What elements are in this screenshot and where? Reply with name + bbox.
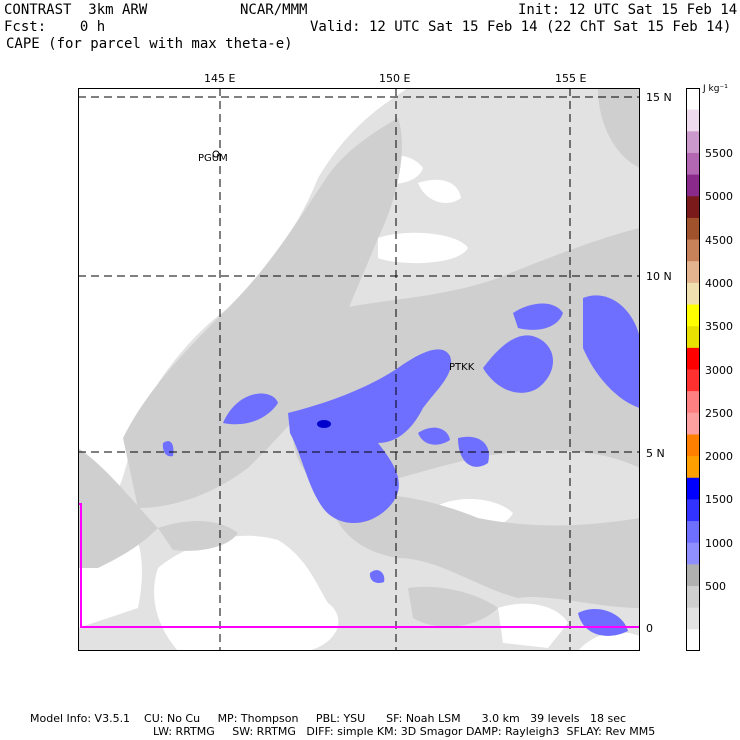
- lat-label-15n: 15 N: [646, 91, 672, 104]
- colorbar-label: 5000: [705, 190, 733, 204]
- colorbar-swatch: [686, 629, 700, 651]
- colorbar-frame: [686, 88, 700, 651]
- colorbar-label: 3500: [705, 320, 733, 334]
- colorbar-swatch: [686, 131, 700, 154]
- grid-lines: [78, 88, 640, 651]
- footer-model-info: Model Info: V3.5.1 CU: No Cu MP: Thompso…: [30, 712, 627, 725]
- init-time: Init: 12 UTC Sat 15 Feb 14: [518, 2, 738, 18]
- colorbar-swatch: [686, 456, 700, 479]
- colorbar-unit: J kg⁻¹: [703, 84, 728, 94]
- station-label-pgum: PGUM: [198, 153, 228, 164]
- colorbar-swatch: [686, 261, 700, 284]
- station-marker-pgum: [212, 150, 220, 158]
- colorbar-label: 4500: [705, 233, 733, 247]
- forecast-hour: Fcst: 0 h: [4, 19, 106, 35]
- colorbar-label: 4000: [705, 276, 733, 290]
- footer-physics-info: LW: RRTMG SW: RRTMG DIFF: simple KM: 3D …: [153, 725, 656, 738]
- lat-label-0: 0: [646, 622, 653, 635]
- model-title: CONTRAST 3km ARW: [4, 2, 148, 18]
- colorbar-swatch: [686, 607, 700, 630]
- colorbar-label: 2000: [705, 450, 733, 464]
- lat-label-5n: 5 N: [646, 447, 665, 460]
- colorbar-swatch: [686, 174, 700, 197]
- colorbar-swatch: [686, 434, 700, 457]
- field-name: CAPE (for parcel with max theta-e): [6, 36, 293, 52]
- colorbar-label: 5500: [705, 146, 733, 160]
- colorbar-swatch: [686, 586, 700, 609]
- colorbar-swatch: [686, 391, 700, 414]
- colorbar-label: 3000: [705, 363, 733, 377]
- colorbar-swatch: [686, 282, 700, 306]
- station-label-ptkk: PTKK: [449, 362, 475, 373]
- colorbar-swatch: [686, 152, 700, 176]
- lon-label-155: 155 E: [555, 72, 587, 85]
- colorbar-swatch: [686, 499, 700, 522]
- colorbar-swatch: [686, 109, 700, 132]
- colorbar-swatch: [686, 564, 700, 587]
- colorbar-swatch: [686, 239, 700, 262]
- colorbar-swatch: [686, 542, 700, 565]
- colorbar-swatch: [686, 304, 700, 327]
- colorbar-swatch: [686, 326, 700, 349]
- colorbar-swatch: [686, 347, 700, 370]
- colorbar-swatch: [686, 412, 700, 435]
- lon-label-150: 150 E: [379, 72, 411, 85]
- cape-max-spot: [317, 420, 331, 428]
- cape-map: PGUM PTKK: [78, 88, 640, 651]
- colorbar-swatch: [686, 88, 700, 111]
- colorbar-swatch: [686, 521, 700, 544]
- colorbar-swatch: [686, 369, 700, 392]
- domain-boundary: [78, 503, 640, 628]
- lon-label-145: 145 E: [204, 72, 236, 85]
- colorbar-label: 1000: [705, 536, 733, 550]
- colorbar-swatch: [686, 196, 700, 219]
- colorbar-label: 2500: [705, 406, 733, 420]
- colorbar-label: 1500: [705, 493, 733, 507]
- colorbar-label: 500: [705, 580, 726, 594]
- valid-time: Valid: 12 UTC Sat 15 Feb 14 (22 ChT Sat …: [310, 19, 732, 35]
- cape-high-areas: [162, 295, 640, 636]
- map-frame: [78, 88, 640, 651]
- lat-label-10n: 10 N: [646, 270, 672, 283]
- colorbar-swatch: [686, 217, 700, 241]
- colorbar-swatch: [686, 477, 700, 500]
- org-label: NCAR/MMM: [240, 2, 308, 18]
- colorbar: [686, 88, 700, 651]
